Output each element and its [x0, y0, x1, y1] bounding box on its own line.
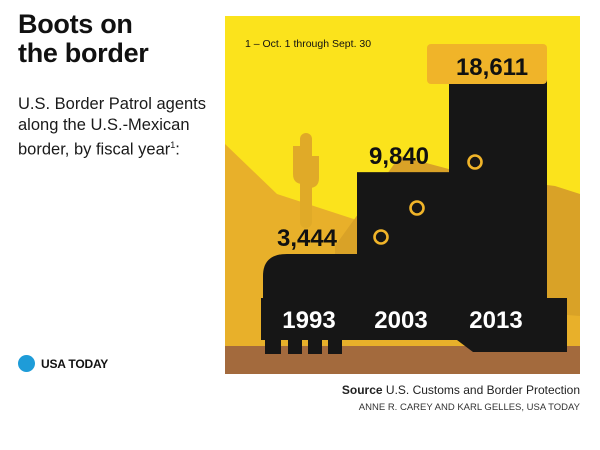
value-label-1993: 3,444 [277, 225, 338, 252]
source-line: Source U.S. Customs and Border Protectio… [342, 383, 580, 397]
year-label-2013: 2013 [469, 307, 522, 334]
credit-line: ANNE R. CAREY AND KARL GELLES, USA TODAY [358, 402, 580, 413]
eyelet-2003 [409, 200, 425, 216]
boot-chart: 1 – Oct. 1 through Sept. 30 3,444 1993 9,8… [225, 16, 580, 374]
cactus-trunk [300, 133, 312, 228]
title-line-1: Boots on [18, 9, 133, 39]
bars-group [263, 44, 547, 298]
page-title: Boots on the border [18, 10, 208, 68]
labels-group: 3,444 1993 9,840 2003 18,611 2013 [277, 54, 528, 334]
boot-heel [457, 340, 567, 352]
year-label-2003: 2003 [374, 307, 427, 334]
cactus-arm-left [293, 146, 303, 184]
cleats-group [265, 340, 567, 354]
brand-logo: USA TODAY [18, 355, 108, 372]
bar-2003 [357, 172, 449, 298]
bar-2013 [449, 60, 547, 298]
brand-dot-icon [18, 355, 35, 372]
value-label-2013: 18,611 [456, 54, 528, 81]
eyelet-extra [373, 229, 389, 245]
boot-sole [261, 298, 567, 340]
year-label-1993: 1993 [282, 307, 335, 334]
chart-area: 1 – Oct. 1 through Sept. 30 3,444 1993 9,8… [225, 16, 580, 374]
title-line-2: the border [18, 38, 149, 68]
cleat-2 [288, 340, 302, 354]
bar-1993 [263, 253, 359, 298]
cleat-3 [308, 340, 322, 354]
cleat-4 [328, 340, 342, 354]
brand-name: USA TODAY [41, 356, 109, 371]
source-text: U.S. Customs and Border Protection [385, 383, 580, 397]
subtitle: U.S. Border Patrol agents along the U.S.… [18, 95, 207, 159]
boot-cuff [427, 44, 547, 84]
eyelet-2013 [467, 154, 483, 170]
cleat-1 [265, 340, 281, 354]
subtitle-text: U.S. Border Patrol agents along the U.S.… [18, 95, 207, 159]
footnote-marker: 1 [170, 140, 176, 150]
footnote-text: 1 – Oct. 1 through Sept. 30 [245, 38, 371, 50]
cactus-icon [293, 133, 319, 228]
value-label-2003: 9,840 [369, 143, 429, 170]
source-label: Source [341, 383, 383, 397]
cactus-arm-right [309, 156, 319, 188]
